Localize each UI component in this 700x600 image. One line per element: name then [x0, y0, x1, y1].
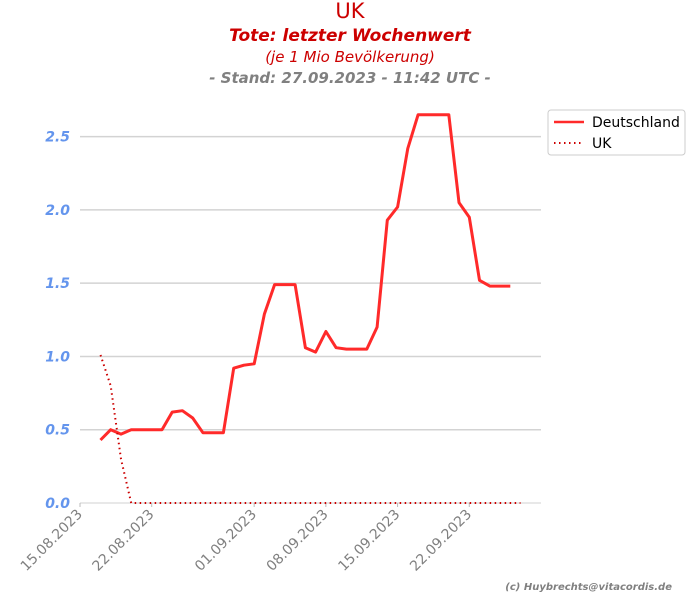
y-tick-label: 0.5	[45, 423, 70, 439]
legend-label-uk: UK	[592, 136, 612, 152]
credit-text: (c) Huybrechts@vitacordis.de	[505, 582, 672, 593]
x-tick-label: 08.09.2023	[264, 507, 332, 575]
x-tick-label: 15.09.2023	[335, 507, 403, 575]
y-tick-label: 1.0	[45, 349, 70, 365]
chart-title: UK	[335, 0, 365, 23]
chart-subtitle: Tote: letzter Wochenwert	[229, 26, 472, 46]
series-line-deutschland	[99, 113, 511, 442]
chart-timestamp: - Stand: 27.09.2023 - 11:42 UTC -	[209, 69, 491, 87]
x-axis: 15.08.2023 22.08.2023 01.09.2023 08.09.2023…	[18, 502, 541, 575]
y-tick-label: 2.0	[45, 203, 70, 219]
plot-area	[99, 113, 521, 504]
legend: Deutschland UK	[547, 109, 686, 156]
grid-lines	[80, 135, 541, 504]
series-line-uk	[99, 354, 521, 504]
y-axis: 0.0 0.5 1.0 1.5 2.0 2.5	[45, 130, 70, 512]
x-tick-label: 22.09.2023	[407, 507, 475, 575]
x-tick-label: 15.08.2023	[18, 507, 86, 575]
x-tick-label: 22.08.2023	[90, 507, 158, 575]
chart-subtitle-population: (je 1 Mio Bevölkerung)	[265, 48, 435, 66]
x-tick-label: 01.09.2023	[192, 507, 260, 575]
y-tick-label: 0.0	[45, 496, 70, 512]
legend-label-deutschland: Deutschland	[592, 115, 680, 131]
y-tick-label: 2.5	[45, 130, 70, 146]
y-tick-label: 1.5	[45, 276, 70, 292]
